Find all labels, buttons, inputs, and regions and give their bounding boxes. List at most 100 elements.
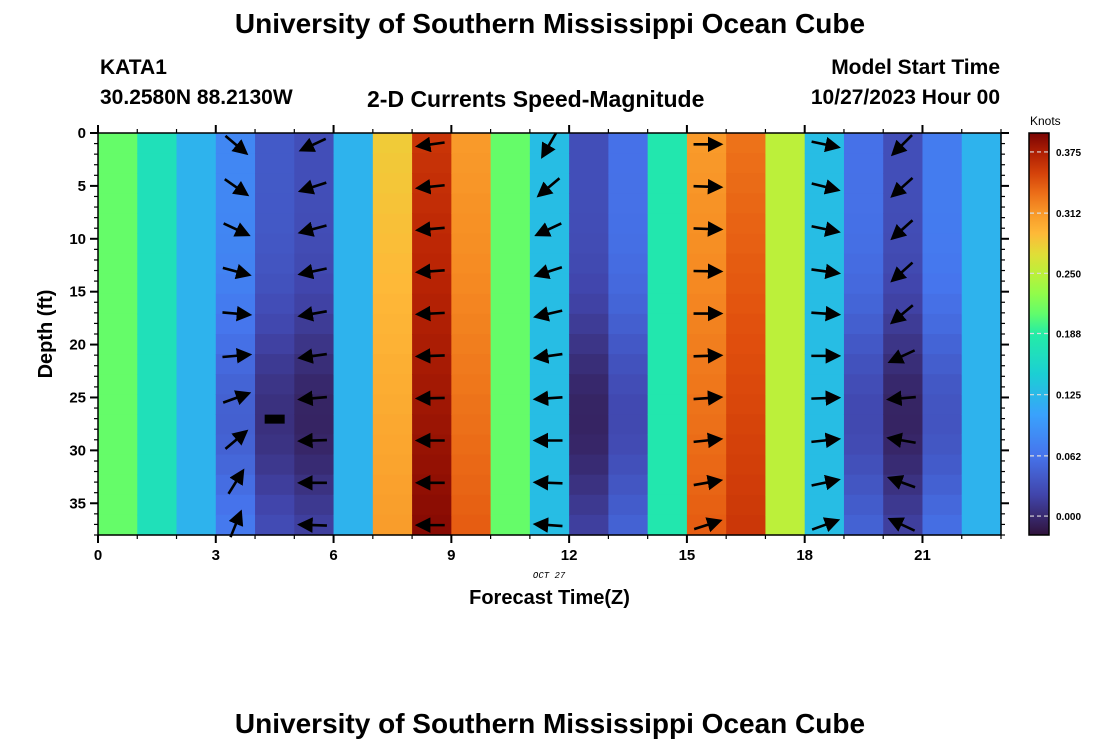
heat-cell [765, 293, 806, 315]
heat-cell [883, 273, 924, 295]
heat-cell [843, 193, 884, 214]
heat-cell [726, 354, 767, 375]
heat-cell [98, 133, 138, 154]
heat-cell [686, 374, 727, 395]
heat-cell [333, 474, 374, 496]
heat-cell [333, 514, 374, 536]
heat-cell [843, 334, 884, 355]
heat-cell [490, 133, 531, 154]
heat-cell [294, 334, 335, 355]
heat-cell [765, 494, 806, 516]
heat-cell [412, 213, 452, 235]
heat-cell [961, 354, 1002, 375]
heat-cell [255, 193, 295, 214]
heat-cell [255, 153, 295, 174]
heat-cell [647, 213, 688, 235]
heat-cell [333, 273, 374, 295]
current-arrow [297, 221, 327, 237]
current-arrow [693, 221, 724, 237]
heat-cell [804, 213, 845, 235]
heat-cell [215, 173, 256, 194]
heat-cell [176, 474, 217, 496]
heat-cell [686, 474, 727, 496]
heat-cell [451, 233, 492, 255]
current-arrow [536, 177, 561, 198]
current-arrow [886, 475, 916, 490]
heat-cell [451, 354, 492, 375]
current-arrow [297, 517, 327, 533]
heat-cell [804, 374, 845, 395]
heat-cell [569, 514, 609, 536]
current-arrow [887, 349, 916, 364]
heat-cell [961, 514, 1002, 536]
axes: 0 3 6 9 12 15 18 21 0 5 10 15 20 25 30 35 [69, 125, 1009, 564]
heat-cell [569, 253, 609, 275]
heat-cell [451, 394, 492, 415]
heat-cell [922, 273, 963, 295]
heat-cell [98, 153, 138, 174]
heat-cell [451, 133, 492, 154]
heat-cell [647, 354, 688, 375]
current-arrow [227, 468, 245, 495]
heat-cell [647, 273, 688, 295]
heat-cell [98, 193, 138, 214]
heat-cell [726, 334, 767, 355]
heat-cell [608, 313, 649, 335]
current-arrow [414, 263, 445, 280]
heat-cell [255, 354, 295, 375]
y-tick-label: 15 [69, 284, 86, 301]
heat-cell [569, 374, 609, 395]
heat-cell [726, 494, 767, 516]
x-tick-label: 15 [679, 547, 696, 564]
heat-cell [137, 233, 178, 255]
heat-cell [490, 514, 531, 536]
current-arrow [811, 305, 842, 322]
heat-cell [883, 293, 924, 315]
heat-cell [176, 133, 217, 154]
heat-cell [333, 213, 374, 235]
chart-title: 2-D Currents Speed-Magnitude [367, 86, 705, 112]
heat-cell [647, 233, 688, 255]
current-arrow [534, 222, 562, 237]
heat-cell [490, 253, 531, 275]
heat-cell [412, 233, 452, 255]
heat-cell [922, 133, 963, 154]
heat-cell [372, 213, 413, 235]
heat-cell [529, 474, 570, 496]
heat-cell [804, 313, 845, 335]
current-arrow [541, 132, 558, 159]
minimum-speed-marker [264, 414, 285, 424]
y-tick-label: 20 [69, 337, 86, 354]
heat-cell [98, 213, 138, 235]
heat-cell [922, 374, 963, 395]
heat-cell [726, 193, 767, 214]
heat-cell [333, 334, 374, 355]
heat-cell [647, 514, 688, 536]
heat-cell [608, 293, 649, 315]
current-arrow [297, 306, 327, 322]
heat-cell [922, 233, 963, 255]
current-arrow [890, 176, 914, 198]
heat-cell [922, 434, 963, 456]
current-arrow [414, 221, 445, 237]
heat-cell [843, 133, 884, 154]
heat-cell [529, 233, 570, 255]
heat-cell [765, 434, 806, 456]
heat-cell [569, 273, 609, 295]
heat-cell [176, 313, 217, 335]
heat-cell [98, 273, 138, 295]
heat-cell [412, 334, 452, 355]
heat-cell [765, 474, 806, 496]
heat-cell [176, 494, 217, 516]
heat-cell [98, 354, 138, 375]
heat-cell [137, 354, 178, 375]
heat-cell [804, 334, 845, 355]
heat-cell [961, 293, 1002, 315]
heat-cell [569, 173, 609, 194]
heat-cell [608, 253, 649, 275]
heat-cell [569, 454, 609, 476]
heat-cell [843, 273, 884, 295]
heat-cell [215, 313, 256, 335]
heat-cell [333, 173, 374, 194]
colorbar: Knots 0.375 0.312 0.250 0.188 0.125 0.062 0.00… [1028, 114, 1081, 536]
